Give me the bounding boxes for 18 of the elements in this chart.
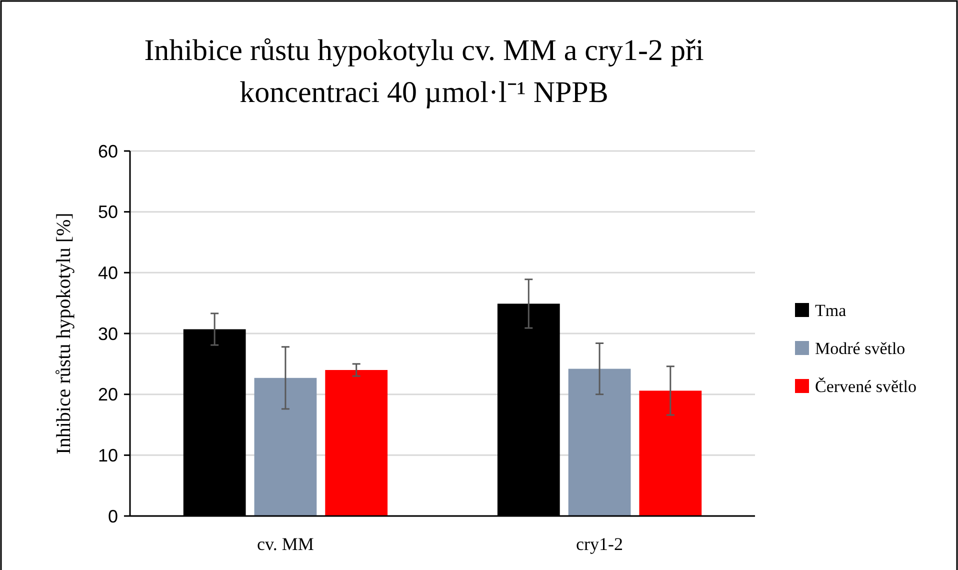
legend-label: Tma xyxy=(815,300,847,320)
legend-label: Červené světlo xyxy=(815,376,916,396)
y-tick-label: 20 xyxy=(98,384,118,405)
y-axis-title: Inhibice růstu hypokotylu [%] xyxy=(53,212,75,454)
legend-label: Modré světlo xyxy=(815,338,906,358)
y-tick-label: 30 xyxy=(98,324,118,344)
chart-title: Inhibice růstu hypokotylu cv. MM a cry1-2 při koncentraci 40 µmol·l⁻¹ NPPB xyxy=(144,34,704,109)
bar xyxy=(568,368,631,516)
y-tick-label: 50 xyxy=(98,202,118,222)
y-tick-label: 60 xyxy=(98,141,118,162)
bar xyxy=(639,390,702,516)
bar xyxy=(325,370,388,516)
y-tick-label: 10 xyxy=(98,445,118,466)
x-tick-label: cry1-2 xyxy=(576,534,624,554)
x-tick-label: cv. MM xyxy=(257,534,314,554)
y-tick-label: 40 xyxy=(98,262,118,283)
bar xyxy=(254,378,317,516)
y-tick-label: 0 xyxy=(108,506,118,526)
